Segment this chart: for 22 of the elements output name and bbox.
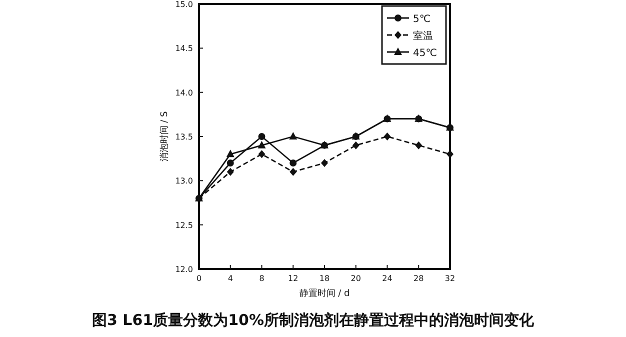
y-tick-label: 14.0	[175, 88, 193, 98]
x-tick-label: 8	[259, 274, 264, 283]
legend-label: 室温	[413, 30, 433, 42]
legend-label: 45℃	[413, 48, 437, 59]
x-tick-label: 24	[382, 274, 392, 283]
x-tick-label: 12	[288, 274, 298, 283]
y-axis-title: 消泡时间 / S	[159, 110, 170, 162]
y-tick-label: 13.0	[175, 176, 193, 186]
x-tick-label: 28	[414, 274, 424, 283]
x-tick-label: 4	[228, 274, 233, 283]
x-axis-title: 静置时间 / d	[299, 288, 350, 299]
y-tick-label: 12.0	[175, 265, 193, 274]
x-tick-label: 18	[319, 274, 330, 283]
y-tick-label: 13.5	[175, 132, 193, 142]
x-tick-label: 0	[196, 274, 202, 283]
y-tick-label: 14.5	[175, 44, 193, 54]
y-tick-label: 15.0	[175, 0, 193, 9]
x-tick-label: 32	[444, 274, 456, 283]
x-tick-label: 20	[350, 274, 361, 283]
y-tick-label: 12.5	[175, 220, 193, 230]
text: 图3 L61质量分数为10%所制消泡剂在静置过程中的消泡时间变化	[92, 311, 535, 329]
legend-label: 5℃	[413, 14, 431, 25]
